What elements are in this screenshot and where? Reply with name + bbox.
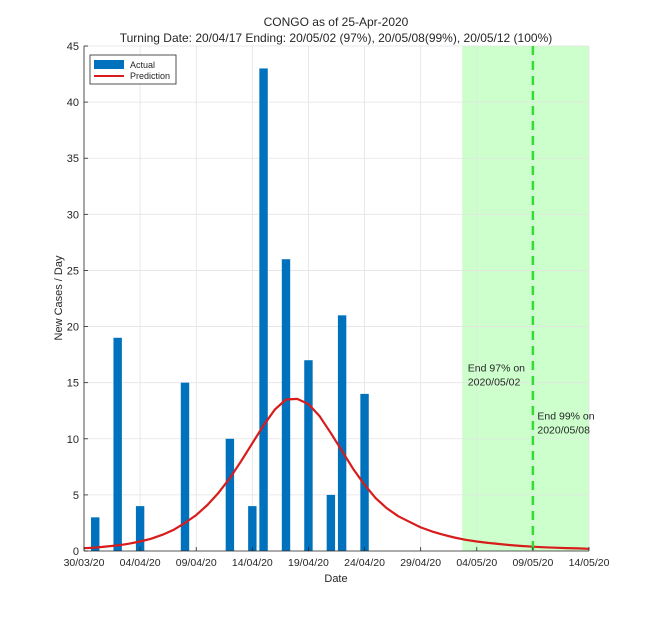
bar-actual xyxy=(326,494,336,551)
annotation-text: 2020/05/02 xyxy=(468,376,521,388)
x-tick-label: 09/05/20 xyxy=(512,557,553,569)
legend-swatch-actual xyxy=(94,60,124,69)
x-axis-label: Date xyxy=(324,573,347,585)
bar-actual xyxy=(91,517,100,551)
bar-actual xyxy=(337,315,347,551)
legend-label-actual: Actual xyxy=(130,60,155,70)
bar-actual xyxy=(225,438,235,551)
bar-actual xyxy=(113,337,122,551)
x-tick-label: 14/04/20 xyxy=(232,557,273,569)
y-tick-label: 5 xyxy=(73,490,79,502)
x-tick-label: 09/04/20 xyxy=(176,557,217,569)
y-axis-label: New Cases / Day xyxy=(53,255,65,340)
x-tick-label: 04/05/20 xyxy=(456,557,497,569)
y-tick-label: 30 xyxy=(67,209,79,221)
chart-title: CONGO as of 25-Apr-2020 xyxy=(264,15,409,29)
y-tick-label: 0 xyxy=(73,546,79,558)
y-tick-label: 35 xyxy=(67,153,79,165)
y-tick-label: 10 xyxy=(67,434,79,446)
legend-box xyxy=(89,54,177,85)
end-period-shaded-region xyxy=(462,46,589,551)
legend-label-prediction: Prediction xyxy=(130,71,170,81)
x-tick-label: 14/05/20 xyxy=(569,557,610,569)
y-tick-label: 40 xyxy=(67,97,79,109)
y-tick-label: 45 xyxy=(67,41,79,53)
annotation-text: End 99% on xyxy=(537,411,594,423)
bar-actual xyxy=(259,68,268,551)
x-tick-label: 29/04/20 xyxy=(400,557,441,569)
annotation-text: End 97% on xyxy=(468,362,525,374)
bar-actual xyxy=(180,382,190,551)
legend: Actual Prediction xyxy=(89,54,177,85)
bar-actual xyxy=(304,360,313,551)
prediction-line xyxy=(83,397,590,550)
x-tick-label: 19/04/20 xyxy=(288,557,329,569)
annotation-text: 2020/05/08 xyxy=(537,425,590,437)
x-tick-label: 04/04/20 xyxy=(120,557,161,569)
y-tick-label: 20 xyxy=(67,322,79,334)
y-tick-label: 25 xyxy=(67,265,79,277)
chart-subtitle: Turning Date: 20/04/17 Ending: 20/05/02 … xyxy=(120,31,553,45)
bar-actual xyxy=(281,259,291,551)
x-tick-label: 24/04/20 xyxy=(344,557,385,569)
bar-actual xyxy=(248,506,257,551)
x-tick-label: 30/03/20 xyxy=(64,557,105,569)
bar-actual xyxy=(360,393,369,551)
y-tick-label: 15 xyxy=(67,378,79,390)
bar-actual xyxy=(135,506,145,551)
